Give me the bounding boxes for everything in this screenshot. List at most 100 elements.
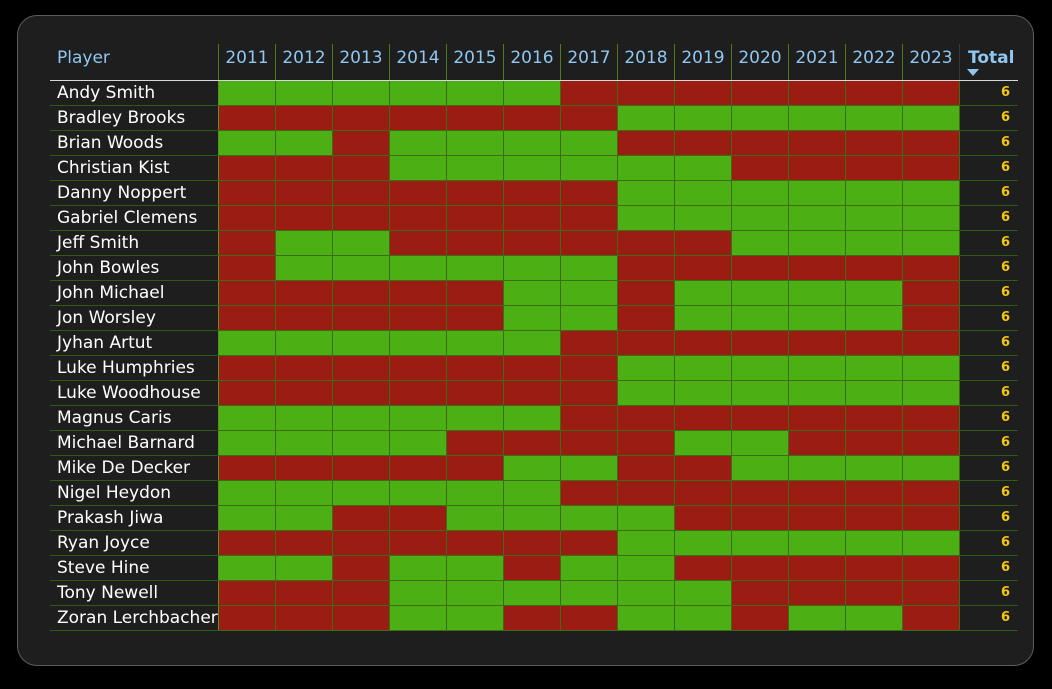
heatmap-cell-loss[interactable] [846,156,903,181]
heatmap-cell-win[interactable] [276,81,333,106]
heatmap-cell-win[interactable] [675,356,732,381]
heatmap-cell-loss[interactable] [903,556,960,581]
heatmap-cell-loss[interactable] [390,456,447,481]
heatmap-cell-loss[interactable] [789,506,846,531]
heatmap-cell-loss[interactable] [333,556,390,581]
heatmap-cell-loss[interactable] [732,81,789,106]
heatmap-cell-win[interactable] [675,381,732,406]
column-header-year[interactable]: 2022 [845,44,902,80]
heatmap-cell-win[interactable] [789,356,846,381]
heatmap-cell-loss[interactable] [789,156,846,181]
heatmap-cell-win[interactable] [504,256,561,281]
heatmap-cell-win[interactable] [732,306,789,331]
table-row[interactable]: Jon Worsley 6 [50,306,1018,331]
heatmap-cell-loss[interactable] [390,106,447,131]
heatmap-cell-loss[interactable] [561,431,618,456]
heatmap-cell-win[interactable] [561,281,618,306]
heatmap-cell-win[interactable] [276,131,333,156]
table-row[interactable]: Bradley Brooks 6 [50,106,1018,131]
heatmap-cell-win[interactable] [390,81,447,106]
column-header-total[interactable]: Total [959,44,1018,80]
table-row[interactable]: Luke Woodhouse 6 [50,381,1018,406]
heatmap-cell-win[interactable] [732,431,789,456]
heatmap-cell-loss[interactable] [618,331,675,356]
heatmap-cell-win[interactable] [504,156,561,181]
heatmap-cell-loss[interactable] [732,156,789,181]
heatmap-cell-win[interactable] [504,131,561,156]
heatmap-cell-loss[interactable] [732,556,789,581]
heatmap-cell-loss[interactable] [219,456,276,481]
heatmap-cell-loss[interactable] [333,306,390,331]
heatmap-cell-loss[interactable] [447,206,504,231]
heatmap-cell-loss[interactable] [276,356,333,381]
heatmap-cell-loss[interactable] [504,181,561,206]
heatmap-cell-win[interactable] [561,131,618,156]
heatmap-cell-loss[interactable] [276,531,333,556]
heatmap-cell-loss[interactable] [447,356,504,381]
heatmap-cell-loss[interactable] [504,556,561,581]
heatmap-cell-win[interactable] [732,356,789,381]
heatmap-cell-loss[interactable] [561,206,618,231]
heatmap-cell-loss[interactable] [276,181,333,206]
heatmap-cell-win[interactable] [732,381,789,406]
heatmap-cell-win[interactable] [333,331,390,356]
heatmap-cell-loss[interactable] [219,356,276,381]
heatmap-cell-win[interactable] [504,581,561,606]
heatmap-cell-loss[interactable] [333,531,390,556]
heatmap-cell-win[interactable] [618,581,675,606]
heatmap-cell-win[interactable] [618,106,675,131]
heatmap-cell-win[interactable] [675,306,732,331]
heatmap-cell-loss[interactable] [618,431,675,456]
column-header-year[interactable]: 2012 [275,44,332,80]
heatmap-cell-loss[interactable] [276,381,333,406]
heatmap-cell-win[interactable] [447,556,504,581]
table-row[interactable]: Zoran Lerchbacher 6 [50,606,1018,631]
heatmap-cell-win[interactable] [276,256,333,281]
column-header-year[interactable]: 2018 [617,44,674,80]
heatmap-cell-win[interactable] [219,431,276,456]
heatmap-cell-win[interactable] [903,181,960,206]
heatmap-cell-win[interactable] [903,231,960,256]
heatmap-cell-loss[interactable] [561,231,618,256]
heatmap-cell-loss[interactable] [732,331,789,356]
heatmap-cell-loss[interactable] [390,231,447,256]
heatmap-cell-loss[interactable] [618,281,675,306]
heatmap-cell-loss[interactable] [903,131,960,156]
heatmap-cell-loss[interactable] [390,281,447,306]
heatmap-cell-loss[interactable] [333,281,390,306]
heatmap-cell-win[interactable] [276,431,333,456]
heatmap-cell-win[interactable] [732,281,789,306]
heatmap-cell-win[interactable] [675,181,732,206]
heatmap-cell-loss[interactable] [219,381,276,406]
heatmap-cell-loss[interactable] [789,581,846,606]
heatmap-cell-loss[interactable] [504,531,561,556]
heatmap-cell-loss[interactable] [903,506,960,531]
heatmap-cell-win[interactable] [846,381,903,406]
heatmap-cell-win[interactable] [333,81,390,106]
table-row[interactable]: John Michael 6 [50,281,1018,306]
heatmap-cell-loss[interactable] [333,156,390,181]
heatmap-cell-loss[interactable] [618,131,675,156]
heatmap-cell-loss[interactable] [390,531,447,556]
heatmap-cell-loss[interactable] [903,156,960,181]
heatmap-cell-win[interactable] [219,131,276,156]
heatmap-cell-win[interactable] [675,206,732,231]
heatmap-cell-loss[interactable] [333,181,390,206]
heatmap-cell-loss[interactable] [561,331,618,356]
heatmap-cell-win[interactable] [675,531,732,556]
heatmap-cell-loss[interactable] [447,106,504,131]
table-row[interactable]: Danny Noppert 6 [50,181,1018,206]
heatmap-cell-win[interactable] [846,231,903,256]
heatmap-cell-win[interactable] [276,331,333,356]
heatmap-cell-loss[interactable] [618,481,675,506]
heatmap-cell-loss[interactable] [447,231,504,256]
heatmap-cell-loss[interactable] [333,206,390,231]
heatmap-cell-loss[interactable] [846,506,903,531]
heatmap-cell-loss[interactable] [276,106,333,131]
heatmap-cell-win[interactable] [789,306,846,331]
heatmap-cell-win[interactable] [276,556,333,581]
heatmap-cell-win[interactable] [504,331,561,356]
heatmap-cell-win[interactable] [618,531,675,556]
heatmap-cell-win[interactable] [618,381,675,406]
heatmap-cell-loss[interactable] [618,256,675,281]
